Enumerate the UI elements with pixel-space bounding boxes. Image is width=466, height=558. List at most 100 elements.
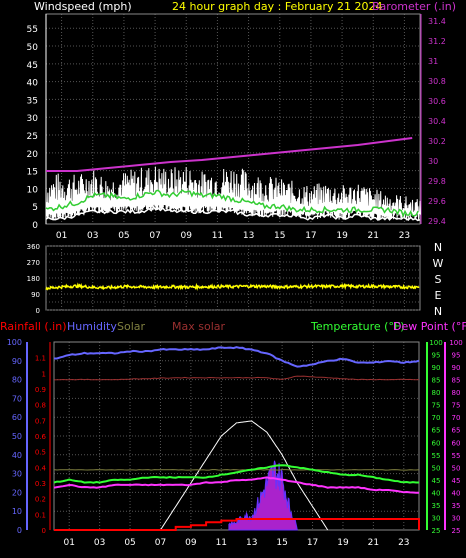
dewpoint-tick-label: 50 <box>452 464 461 472</box>
barometer-tick-label: 31.4 <box>428 17 446 26</box>
barometer-tick-label: 30.6 <box>428 97 446 106</box>
wind-tick-label: 55 <box>27 25 38 35</box>
dewpoint-tick-label: 55 <box>452 452 461 460</box>
temp-hour-label: 17 <box>307 538 318 548</box>
wind-hour-label: 21 <box>368 231 379 241</box>
humidity-tick-label: 90 <box>12 357 22 366</box>
wind-hour-label: 03 <box>87 231 98 241</box>
temp-hour-label: 19 <box>337 538 349 548</box>
wind-axis-title: Windspeed (mph) <box>34 0 132 13</box>
wind-hour-label: 23 <box>399 231 410 241</box>
humidity-tick-label: 70 <box>12 394 22 403</box>
temperature-tick-label: 75 <box>432 402 441 410</box>
rain-tick-label: 0.3 <box>35 480 46 488</box>
barometer-tick-label: 29.4 <box>428 217 446 226</box>
series-max-solar-curve <box>160 420 329 531</box>
rain-tick-label: 0.5 <box>35 449 46 457</box>
wind-tick-label: 15 <box>27 168 38 178</box>
wind-hour-label: 15 <box>274 231 285 241</box>
rain-tick-label: 0.8 <box>35 402 46 410</box>
humidity-axis-title: Humidity <box>67 320 117 333</box>
dewpoint-tick-label: 25 <box>452 527 461 535</box>
dewpoint-tick-label: 40 <box>452 489 461 497</box>
temp-hour-label: 07 <box>155 538 166 548</box>
temp-hour-label: 03 <box>94 538 105 548</box>
temperature-tick-label: 35 <box>432 502 441 510</box>
solar-axis-title: Solar <box>117 320 146 333</box>
humidity-tick-label: 40 <box>12 451 22 460</box>
rain-tick-label: 0.1 <box>35 511 46 519</box>
direction-tick-label: 360 <box>27 243 40 251</box>
wind-tick-label: 20 <box>27 150 39 160</box>
barometer-tick-label: 31.2 <box>428 37 446 46</box>
wind-hour-label: 17 <box>305 231 316 241</box>
wind-tick-label: 40 <box>27 79 39 89</box>
series-gust <box>45 166 421 221</box>
series-solar-area <box>228 460 298 531</box>
dewpoint-tick-label: 45 <box>452 477 461 485</box>
temperature-panel: 010203040506070809010000.10.20.30.40.50.… <box>7 338 463 548</box>
temperature-tick-label: 95 <box>432 352 441 360</box>
wind-hour-label: 13 <box>243 231 254 241</box>
humidity-tick-label: 80 <box>12 376 22 385</box>
rain-tick-label: 0 <box>42 527 46 535</box>
humidity-tick-label: 10 <box>12 507 22 516</box>
series-barometer <box>46 137 413 172</box>
dewpoint-tick-label: 35 <box>452 502 461 510</box>
temp-hour-label: 05 <box>124 538 135 548</box>
barometer-tick-label: 30.4 <box>428 117 446 126</box>
series-rainfall <box>54 518 420 531</box>
wind-tick-label: 25 <box>27 132 38 142</box>
rain-tick-label: 0.2 <box>35 496 46 504</box>
series-solar <box>53 469 420 471</box>
dewpoint-tick-label: 100 <box>449 339 462 347</box>
humidity-tick-label: 50 <box>12 432 22 441</box>
direction-tick-label: 90 <box>31 291 40 299</box>
temp-hour-label: 09 <box>185 538 197 548</box>
temperature-tick-label: 80 <box>432 389 441 397</box>
compass-label: E <box>435 289 442 302</box>
rain-tick-label: 0.6 <box>35 433 47 441</box>
barometer-tick-label: 29.6 <box>428 197 446 206</box>
compass-label: N <box>434 241 442 254</box>
compass-label: S <box>435 273 442 286</box>
wind-hour-label: 01 <box>56 231 67 241</box>
series-max-solar <box>53 375 420 381</box>
temp-hour-label: 01 <box>63 538 74 548</box>
rain-tick-label: 0.9 <box>35 386 46 394</box>
temperature-tick-label: 85 <box>432 377 441 385</box>
dewpoint-tick-label: 80 <box>452 389 461 397</box>
dewpoint-tick-label: 65 <box>452 427 461 435</box>
rain-axis-title: Rainfall (.in) <box>0 320 67 333</box>
wind-tick-label: 0 <box>32 221 38 231</box>
dewpoint-tick-label: 85 <box>452 377 461 385</box>
series-direction <box>45 282 420 291</box>
humidity-tick-label: 60 <box>12 413 22 422</box>
direction-tick-label: 180 <box>27 275 40 283</box>
dewpoint-axis-title: Dew Point (°F) <box>393 320 466 333</box>
wind-tick-label: 45 <box>27 61 38 71</box>
temp-hour-label: 21 <box>368 538 379 548</box>
temperature-tick-label: 100 <box>429 339 442 347</box>
barometer-tick-label: 30.8 <box>428 77 446 86</box>
wind-tick-label: 30 <box>27 114 39 124</box>
rain-tick-label: 1 <box>42 370 46 378</box>
temperature-tick-label: 90 <box>432 364 441 372</box>
temperature-tick-label: 55 <box>432 452 441 460</box>
temperature-tick-label: 45 <box>432 477 441 485</box>
barometer-tick-label: 30.2 <box>428 137 446 146</box>
barometer-tick-label: 31 <box>428 57 438 66</box>
rain-tick-label: 0.4 <box>35 464 47 472</box>
barometer-axis-title: Barometer (.in) <box>372 0 456 13</box>
temperature-tick-label: 65 <box>432 427 441 435</box>
temperature-axis-title: Temperature (°F) <box>310 320 405 333</box>
temperature-tick-label: 40 <box>432 489 441 497</box>
wind-tick-label: 5 <box>32 203 38 213</box>
direction-tick-label: 270 <box>27 259 40 267</box>
wind-hour-label: 11 <box>212 231 223 241</box>
temperature-tick-label: 30 <box>432 514 441 522</box>
series-average <box>45 189 419 218</box>
